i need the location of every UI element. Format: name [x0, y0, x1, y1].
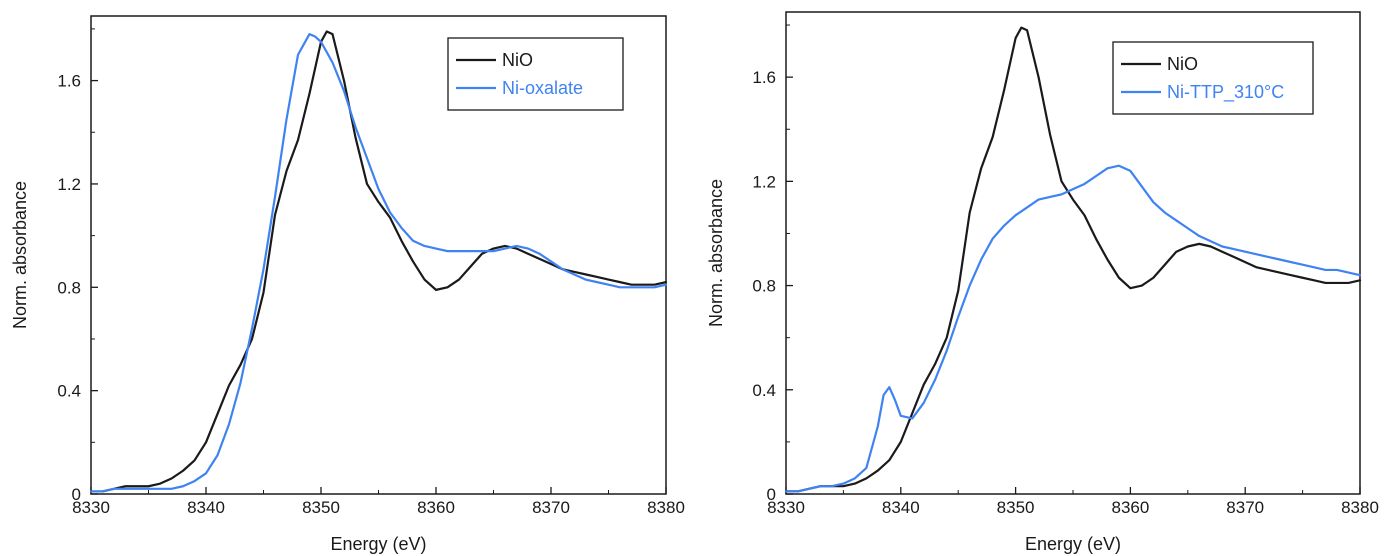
- x-tick-label: 8370: [532, 498, 570, 517]
- y-axis-label: Norm. absorbance: [10, 181, 30, 329]
- y-tick-label: 0.4: [57, 382, 81, 401]
- series-line-sample: [784, 164, 1362, 493]
- chart-panel-left: 8330 8340 8350 8360 8370 8380 0 0.4 0.8 1.2 1.6 Ene…: [10, 15, 685, 554]
- x-tick-label: 8360: [1111, 498, 1149, 517]
- y-tick-label: 0.8: [57, 278, 81, 297]
- y-tick-label: 1.2: [57, 175, 81, 194]
- x-tick-label: 8340: [882, 498, 920, 517]
- legend: NiO Ni-oxalate: [447, 37, 624, 111]
- legend-label: Ni-TTP_310°C: [1167, 82, 1284, 103]
- x-tick-label: 8330: [72, 498, 110, 517]
- x-tick-label: 8370: [1226, 498, 1264, 517]
- y-tick-label: 0: [72, 485, 81, 504]
- legend: NiO Ni-TTP_310°C: [1112, 41, 1314, 115]
- x-tick-label: 8380: [1341, 498, 1379, 517]
- x-tick-label: 8360: [417, 498, 455, 517]
- x-axis-label: Energy (eV): [330, 534, 426, 554]
- series-line-sample: [89, 32, 668, 493]
- legend-label: NiO: [1167, 54, 1198, 74]
- y-tick-label: 0.4: [752, 381, 776, 400]
- y-tick-label: 1.6: [752, 68, 776, 87]
- y-tick-label: 0: [767, 485, 776, 504]
- series-line-nio: [89, 30, 668, 493]
- chart-panel-right: 8330 8340 8350 8360 8370 8380 0 0.4 0.8 1.2 1.6 Ene…: [706, 11, 1379, 554]
- y-tick-label: 0.8: [752, 277, 776, 296]
- legend-box: [1112, 41, 1314, 115]
- x-tick-label: 8380: [647, 498, 685, 517]
- legend-label: NiO: [502, 50, 533, 70]
- y-axis-label: Norm. absorbance: [706, 179, 726, 327]
- y-tick-label: 1.6: [57, 72, 81, 91]
- x-axis-label: Energy (eV): [1025, 534, 1121, 554]
- x-tick-label: 8340: [187, 498, 225, 517]
- x-tick-label: 8350: [302, 498, 340, 517]
- y-tick-label: 1.2: [752, 172, 776, 191]
- x-tick-label: 8350: [997, 498, 1035, 517]
- legend-box: [447, 37, 624, 111]
- legend-label: Ni-oxalate: [502, 78, 583, 98]
- x-tick-label: 8330: [767, 498, 805, 517]
- series-line-nio: [784, 26, 1362, 493]
